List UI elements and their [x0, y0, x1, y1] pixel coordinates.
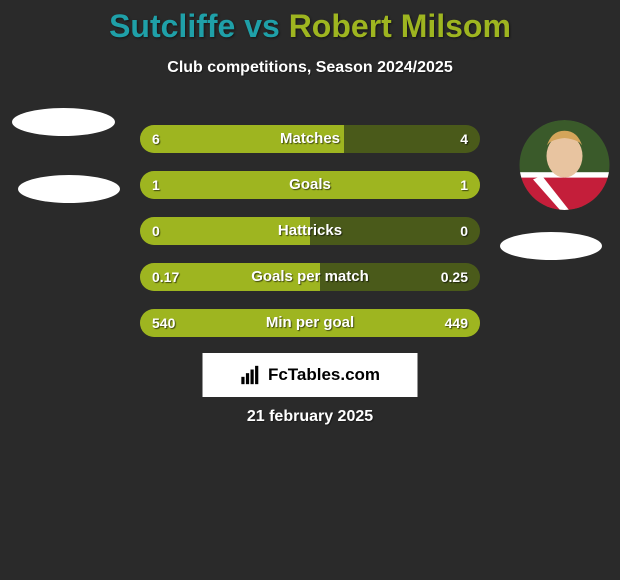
stat-label: Matches — [140, 125, 480, 153]
brand-box: FcTables.com — [203, 353, 418, 397]
stats-container: 6Matches4 1Goals1 0Hattricks0 0.17Goals per… — [140, 125, 480, 355]
player1-name: Sutcliffe — [109, 8, 235, 44]
stat-value-right: 1 — [460, 171, 468, 199]
stat-row: 6Matches4 — [140, 125, 480, 153]
stat-row: 1Goals1 — [140, 171, 480, 199]
subtitle: Club competitions, Season 2024/2025 — [0, 59, 620, 77]
player1-avatar — [12, 108, 115, 136]
stat-value-right: 4 — [460, 125, 468, 153]
date-text: 21 february 2025 — [0, 408, 620, 426]
stat-row: 0.17Goals per match0.25 — [140, 263, 480, 291]
vs-text: vs — [244, 8, 280, 44]
stat-label: Goals per match — [140, 263, 480, 291]
stat-row: 540Min per goal449 — [140, 309, 480, 337]
player1-shadow — [18, 175, 120, 203]
stat-row: 0Hattricks0 — [140, 217, 480, 245]
stat-value-right: 0.25 — [441, 263, 468, 291]
brand-text: FcTables.com — [268, 365, 380, 385]
stat-label: Goals — [140, 171, 480, 199]
player2-name: Robert Milsom — [289, 8, 511, 44]
player2-shadow — [500, 232, 602, 260]
stat-value-right: 0 — [460, 217, 468, 245]
stat-label: Hattricks — [140, 217, 480, 245]
player2-avatar — [517, 120, 612, 210]
stat-value-right: 449 — [445, 309, 468, 337]
chart-icon — [240, 364, 262, 386]
comparison-title: Sutcliffe vs Robert Milsom — [0, 0, 620, 45]
stat-label: Min per goal — [140, 309, 480, 337]
